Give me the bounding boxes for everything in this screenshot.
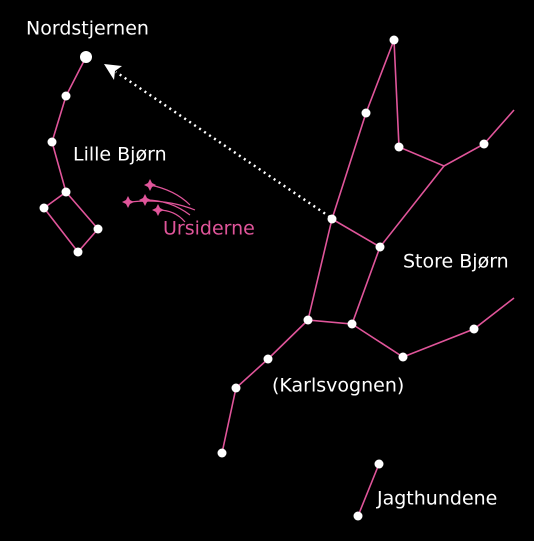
label: Jagthundene xyxy=(376,488,497,510)
label: Ursiderne xyxy=(163,218,255,240)
stars xyxy=(40,36,489,521)
constellation-lines xyxy=(44,40,514,516)
label: Store Bjørn xyxy=(403,251,509,273)
star-chart: Nordstjernen Lille Bjørn Ursiderne Store… xyxy=(0,0,534,541)
meteors xyxy=(122,179,195,222)
label: Nordstjernen xyxy=(26,18,149,40)
label: (Karlsvognen) xyxy=(272,375,404,397)
pointer-arrow xyxy=(104,64,330,217)
label: Lille Bjørn xyxy=(73,144,167,166)
